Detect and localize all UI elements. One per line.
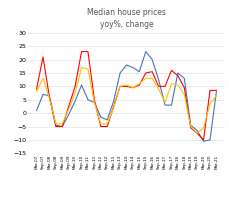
Combined capital cities bbox=[144, 77, 147, 80]
Sydney bbox=[80, 84, 83, 86]
Line: Combined capital cities: Combined capital cities bbox=[36, 68, 215, 133]
Sydney bbox=[195, 129, 198, 132]
Combined capital cities bbox=[188, 125, 191, 128]
Combined capital cities bbox=[125, 84, 127, 86]
Melbourne bbox=[144, 72, 147, 74]
Sydney bbox=[61, 125, 63, 128]
Sydney bbox=[182, 77, 185, 80]
Combined capital cities bbox=[61, 123, 63, 125]
Melbourne bbox=[125, 85, 127, 88]
Combined capital cities bbox=[163, 101, 166, 104]
Combined capital cities bbox=[137, 82, 140, 85]
Sydney bbox=[118, 72, 121, 74]
Combined capital cities bbox=[86, 68, 89, 70]
Sydney bbox=[150, 58, 153, 61]
Combined capital cities bbox=[150, 77, 153, 80]
Melbourne bbox=[201, 139, 204, 141]
Melbourne bbox=[169, 69, 172, 72]
Melbourne bbox=[35, 88, 38, 90]
Melbourne bbox=[182, 87, 185, 89]
Sydney bbox=[188, 124, 191, 127]
Melbourne bbox=[188, 127, 191, 129]
Combined capital cities bbox=[201, 127, 204, 129]
Sydney bbox=[67, 113, 70, 116]
Sydney bbox=[74, 100, 76, 102]
Sydney bbox=[176, 72, 178, 74]
Sydney bbox=[201, 140, 204, 143]
Sydney bbox=[41, 93, 44, 96]
Sydney bbox=[131, 66, 134, 69]
Combined capital cities bbox=[208, 102, 210, 105]
Combined capital cities bbox=[169, 82, 172, 85]
Sydney bbox=[99, 116, 102, 118]
Melbourne bbox=[150, 70, 153, 73]
Combined capital cities bbox=[195, 132, 198, 134]
Sydney bbox=[214, 90, 217, 93]
Melbourne bbox=[176, 74, 178, 77]
Melbourne bbox=[137, 84, 140, 86]
Melbourne bbox=[54, 125, 57, 128]
Combined capital cities bbox=[35, 90, 38, 93]
Melbourne bbox=[214, 89, 217, 92]
Sydney bbox=[54, 124, 57, 127]
Melbourne bbox=[80, 50, 83, 53]
Melbourne bbox=[93, 99, 95, 101]
Combined capital cities bbox=[54, 123, 57, 125]
Sydney bbox=[86, 99, 89, 101]
Melbourne bbox=[41, 56, 44, 58]
Combined capital cities bbox=[176, 84, 178, 86]
Melbourne bbox=[86, 50, 89, 53]
Melbourne bbox=[163, 85, 166, 88]
Melbourne bbox=[74, 85, 76, 88]
Sydney bbox=[93, 101, 95, 104]
Sydney bbox=[157, 78, 159, 81]
Combined capital cities bbox=[67, 108, 70, 110]
Melbourne bbox=[208, 89, 210, 92]
Combined capital cities bbox=[182, 93, 185, 96]
Melbourne bbox=[112, 105, 114, 108]
Melbourne bbox=[195, 132, 198, 134]
Combined capital cities bbox=[118, 85, 121, 88]
Combined capital cities bbox=[157, 88, 159, 90]
Combined capital cities bbox=[80, 66, 83, 69]
Sydney bbox=[112, 100, 114, 102]
Melbourne bbox=[157, 85, 159, 88]
Combined capital cities bbox=[99, 123, 102, 125]
Melbourne bbox=[48, 96, 51, 98]
Line: Sydney: Sydney bbox=[36, 52, 215, 141]
Line: Melbourne: Melbourne bbox=[36, 52, 215, 140]
Sydney bbox=[137, 70, 140, 73]
Melbourne bbox=[67, 105, 70, 108]
Melbourne bbox=[118, 85, 121, 88]
Sydney bbox=[125, 64, 127, 66]
Melbourne bbox=[99, 125, 102, 128]
Combined capital cities bbox=[214, 94, 217, 97]
Combined capital cities bbox=[48, 97, 51, 100]
Title: Median house prices
yoy%, change: Median house prices yoy%, change bbox=[87, 9, 165, 29]
Combined capital cities bbox=[74, 92, 76, 94]
Sydney bbox=[35, 109, 38, 112]
Sydney bbox=[208, 139, 210, 141]
Sydney bbox=[163, 104, 166, 106]
Combined capital cities bbox=[105, 123, 108, 125]
Combined capital cities bbox=[41, 77, 44, 80]
Melbourne bbox=[105, 125, 108, 128]
Combined capital cities bbox=[93, 101, 95, 104]
Combined capital cities bbox=[131, 87, 134, 89]
Melbourne bbox=[131, 87, 134, 89]
Combined capital cities bbox=[112, 106, 114, 109]
Sydney bbox=[144, 50, 147, 53]
Sydney bbox=[105, 118, 108, 121]
Sydney bbox=[48, 94, 51, 97]
Sydney bbox=[169, 104, 172, 106]
Melbourne bbox=[61, 125, 63, 128]
